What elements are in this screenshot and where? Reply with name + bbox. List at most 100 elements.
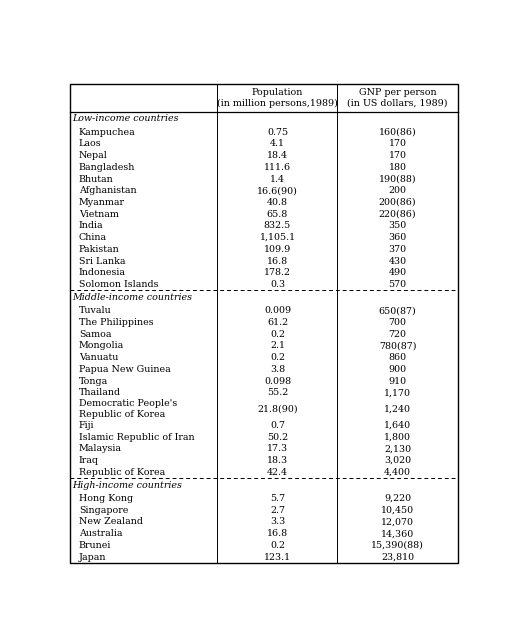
Text: 17.3: 17.3 [267, 445, 288, 454]
Text: Low-income countries: Low-income countries [72, 115, 179, 124]
Text: 780(87): 780(87) [379, 341, 416, 350]
Text: Sri Lanka: Sri Lanka [79, 257, 125, 266]
Text: 370: 370 [388, 245, 406, 254]
Text: 0.2: 0.2 [270, 541, 285, 550]
Text: Brunei: Brunei [79, 541, 111, 550]
Text: 65.8: 65.8 [267, 210, 288, 218]
Text: 0.009: 0.009 [264, 306, 291, 315]
Text: 900: 900 [388, 365, 406, 374]
Text: Samoa: Samoa [79, 330, 111, 339]
Text: Malaysia: Malaysia [79, 445, 122, 454]
Text: 14,360: 14,360 [381, 529, 414, 538]
Text: 860: 860 [388, 353, 406, 362]
Text: Solomon Islands: Solomon Islands [79, 280, 159, 289]
Text: Tonga: Tonga [79, 376, 108, 385]
Text: Laos: Laos [79, 140, 101, 148]
Text: 111.6: 111.6 [264, 163, 291, 172]
Text: 55.2: 55.2 [267, 389, 288, 397]
Text: 350: 350 [388, 222, 407, 231]
Text: 0.2: 0.2 [270, 353, 285, 362]
Text: 23,810: 23,810 [381, 553, 414, 562]
Text: High-income countries: High-income countries [72, 481, 182, 490]
Text: Pakistan: Pakistan [79, 245, 119, 254]
Text: 910: 910 [388, 376, 406, 385]
Text: 360: 360 [388, 233, 407, 242]
Text: Tuvalu: Tuvalu [79, 306, 112, 315]
Text: 3.8: 3.8 [270, 365, 285, 374]
Text: Bhutan: Bhutan [79, 175, 114, 183]
Text: Bangladesh: Bangladesh [79, 163, 135, 172]
Text: Japan: Japan [79, 553, 107, 562]
Text: Iraq: Iraq [79, 456, 99, 465]
Text: 0.2: 0.2 [270, 330, 285, 339]
Text: 3,020: 3,020 [384, 456, 411, 465]
Text: 4.1: 4.1 [270, 140, 285, 148]
Text: 18.3: 18.3 [267, 456, 288, 465]
Text: 1,640: 1,640 [384, 421, 411, 430]
Text: Population
(in million persons,1989): Population (in million persons,1989) [217, 88, 338, 108]
Text: 160(86): 160(86) [379, 127, 417, 136]
Text: 178.2: 178.2 [264, 268, 291, 277]
Text: 5.7: 5.7 [270, 494, 285, 503]
Text: Australia: Australia [79, 529, 123, 538]
Text: 40.8: 40.8 [267, 198, 288, 207]
Text: Mongolia: Mongolia [79, 341, 124, 350]
Text: Papua New Guinea: Papua New Guinea [79, 365, 170, 374]
Text: 15,390(88): 15,390(88) [371, 541, 424, 550]
Text: 1,240: 1,240 [384, 404, 411, 413]
Text: 200(86): 200(86) [379, 198, 416, 207]
Text: 2,130: 2,130 [384, 445, 411, 454]
Text: Nepal: Nepal [79, 151, 108, 160]
Text: 42.4: 42.4 [267, 468, 288, 477]
Text: 18.4: 18.4 [267, 151, 288, 160]
Text: 170: 170 [388, 140, 406, 148]
Text: 650(87): 650(87) [379, 306, 417, 315]
Text: 1,800: 1,800 [384, 433, 411, 441]
Text: 9,220: 9,220 [384, 494, 411, 503]
Text: 570: 570 [388, 280, 406, 289]
Text: 109.9: 109.9 [264, 245, 291, 254]
Text: 720: 720 [388, 330, 406, 339]
Text: India: India [79, 222, 104, 231]
Text: 12,070: 12,070 [381, 517, 414, 526]
Text: Singapore: Singapore [79, 506, 128, 515]
Text: Afghanistan: Afghanistan [79, 186, 136, 195]
Text: 16.6(90): 16.6(90) [257, 186, 298, 195]
Text: Hong Kong: Hong Kong [79, 494, 133, 503]
Text: 16.8: 16.8 [267, 529, 288, 538]
Text: 2.7: 2.7 [270, 506, 285, 515]
Text: 1,170: 1,170 [384, 389, 411, 397]
Text: 430: 430 [388, 257, 406, 266]
Text: 700: 700 [388, 318, 406, 327]
Text: 0.3: 0.3 [270, 280, 285, 289]
Text: 4,400: 4,400 [384, 468, 411, 477]
Text: 21.8(90): 21.8(90) [257, 404, 298, 413]
Text: 123.1: 123.1 [264, 553, 291, 562]
Text: 170: 170 [388, 151, 406, 160]
Text: 0.75: 0.75 [267, 127, 288, 136]
Text: Middle-income countries: Middle-income countries [72, 293, 192, 302]
Text: Vietnam: Vietnam [79, 210, 119, 218]
Text: 190(88): 190(88) [379, 175, 416, 183]
Text: 180: 180 [388, 163, 406, 172]
Text: 3.3: 3.3 [270, 517, 285, 526]
Text: 832.5: 832.5 [264, 222, 291, 231]
Text: 61.2: 61.2 [267, 318, 288, 327]
Text: The Philippines: The Philippines [79, 318, 153, 327]
Text: China: China [79, 233, 107, 242]
Text: 490: 490 [388, 268, 406, 277]
Text: GNP per person
(in US dollars, 1989): GNP per person (in US dollars, 1989) [347, 88, 448, 108]
Text: 10,450: 10,450 [381, 506, 414, 515]
Text: 220(86): 220(86) [379, 210, 416, 218]
Text: 1,105.1: 1,105.1 [260, 233, 296, 242]
Text: 50.2: 50.2 [267, 433, 288, 441]
Text: 2.1: 2.1 [270, 341, 285, 350]
Text: 1.4: 1.4 [270, 175, 285, 183]
Text: Thailand: Thailand [79, 389, 121, 397]
Text: Myanmar: Myanmar [79, 198, 125, 207]
Text: Republic of Korea: Republic of Korea [79, 468, 165, 477]
Text: Fiji: Fiji [79, 421, 94, 430]
Text: New Zealand: New Zealand [79, 517, 143, 526]
Text: 0.098: 0.098 [264, 376, 291, 385]
Text: Islamic Republic of Iran: Islamic Republic of Iran [79, 433, 195, 441]
